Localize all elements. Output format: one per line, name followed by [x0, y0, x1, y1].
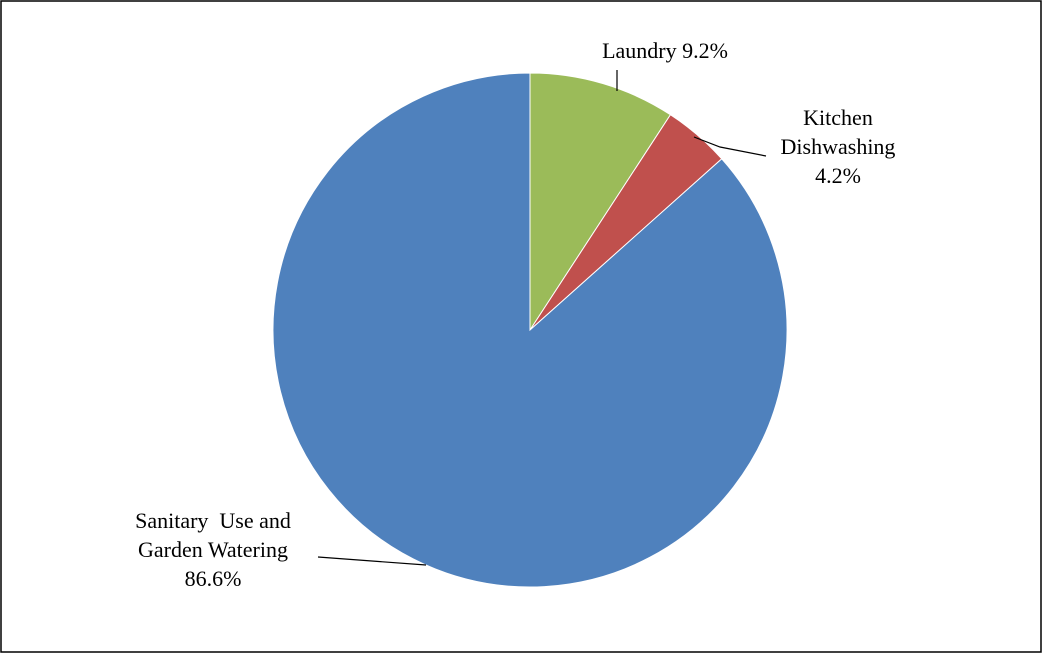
slice-label-2: Sanitary Use and Garden Watering 86.6% [135, 508, 291, 591]
slice-label-line: Laundry 9.2% [602, 38, 728, 63]
slice-label-line: Sanitary Use and [135, 508, 291, 533]
slice-label-line: Garden Watering [138, 537, 288, 562]
pie-slice-0 [529, 72, 672, 332]
slice-label-line: Kitchen [803, 105, 873, 130]
slice-label-line: 4.2% [815, 163, 861, 188]
slice-label-line: Dishwashing [781, 134, 896, 159]
labels-layer: Laundry 9.2% Kitchen Dishwashing 4.2% Sanita… [135, 38, 895, 591]
slice-label-0: Laundry 9.2% [602, 38, 728, 63]
leader-line-1 [693, 136, 767, 157]
leader-line-2 [317, 556, 427, 566]
slice-label-1: Kitchen Dishwashing 4.2% [781, 105, 896, 188]
slices-layer [272, 72, 788, 588]
slice-label-line: 86.6% [185, 566, 242, 591]
leader-lines-layer [317, 70, 767, 566]
